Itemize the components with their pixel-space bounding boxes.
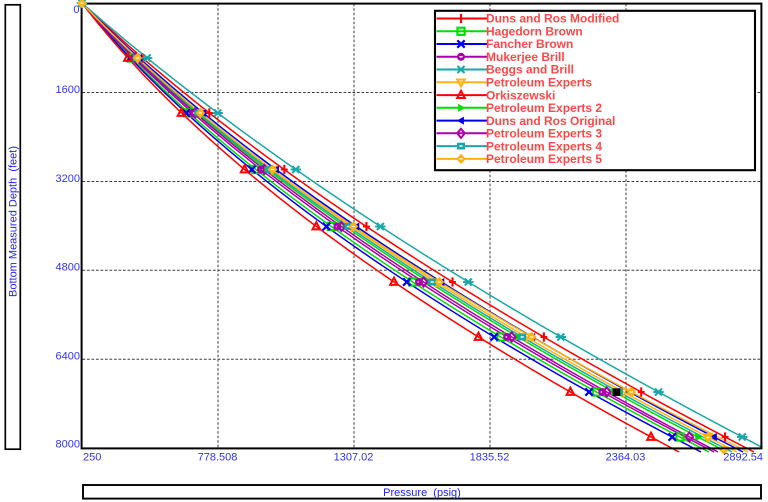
svg-text:3200: 3200 (56, 173, 80, 185)
svg-text:Duns and Ros Modified: Duns and Ros Modified (486, 12, 619, 26)
svg-text:6400: 6400 (56, 351, 80, 363)
svg-text:1600: 1600 (56, 84, 80, 96)
svg-text:1835.52: 1835.52 (470, 451, 510, 463)
svg-text:Bottom Measured Depth (feet): Bottom Measured Depth (feet) (8, 146, 20, 297)
svg-text:Petroleum Experts 3: Petroleum Experts 3 (486, 127, 602, 141)
svg-text:Petroleum Experts 2: Petroleum Experts 2 (486, 101, 602, 115)
svg-text:Fancher Brown: Fancher Brown (486, 37, 573, 51)
svg-text:Pressure (psig): Pressure (psig) (383, 487, 461, 499)
svg-text:778.508: 778.508 (198, 451, 238, 463)
svg-text:2892.54: 2892.54 (723, 451, 763, 463)
svg-text:Orkiszewski: Orkiszewski (486, 88, 555, 102)
svg-text:Hagedorn Brown: Hagedorn Brown (486, 25, 583, 39)
svg-text:1307.02: 1307.02 (334, 451, 374, 463)
svg-text:8000: 8000 (56, 438, 80, 450)
svg-text:Duns and Ros Original: Duns and Ros Original (486, 114, 615, 128)
svg-text:Petroleum Experts 5: Petroleum Experts 5 (486, 152, 602, 166)
svg-text:Mukerjee Brill: Mukerjee Brill (486, 50, 565, 64)
svg-text:Beggs and Brill: Beggs and Brill (486, 63, 574, 77)
svg-text:4800: 4800 (56, 262, 80, 274)
svg-text:Petroleum Experts 4: Petroleum Experts 4 (486, 139, 602, 153)
svg-text:0: 0 (73, 4, 79, 16)
svg-text:250: 250 (83, 451, 101, 463)
svg-text:2364.03: 2364.03 (606, 451, 646, 463)
svg-text:Petroleum Experts: Petroleum Experts (486, 76, 592, 90)
